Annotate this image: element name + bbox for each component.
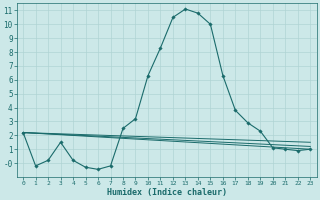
- X-axis label: Humidex (Indice chaleur): Humidex (Indice chaleur): [107, 188, 227, 197]
